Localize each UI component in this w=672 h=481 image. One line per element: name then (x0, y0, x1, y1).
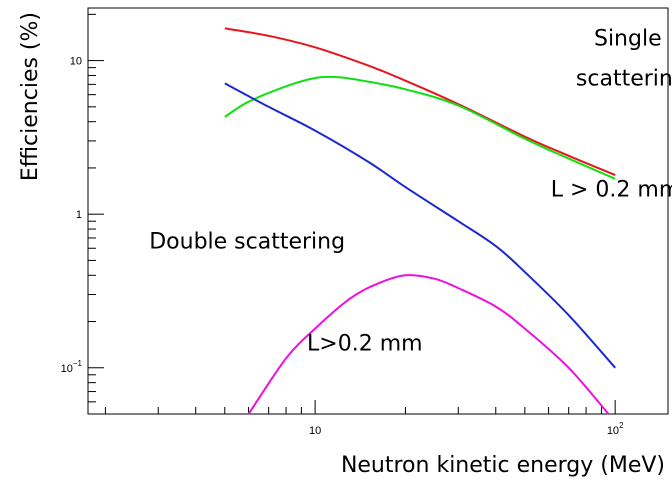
y-tick-label: 10−1 (61, 359, 83, 375)
series-magenta-line (247, 274, 610, 415)
annotation-single-2: scattering (576, 66, 672, 91)
series-group (224, 27, 616, 415)
annotation-l-double: L>0.2 mm (307, 331, 423, 356)
x-tick-label: 102 (607, 421, 624, 437)
axis-ticks (88, 13, 616, 415)
annotation-l-single: L > 0.2 mm (551, 178, 672, 203)
y-axis-title: Efficiencies (%) (18, 12, 43, 181)
annotation-double: Double scattering (149, 229, 345, 254)
tick-labels: 10 102 10−1 1 10 (61, 56, 624, 437)
y-tick-label: 1 (76, 209, 82, 221)
annotations: Single scattering L > 0.2 mm Double scatter… (149, 27, 672, 357)
series-green-line (224, 75, 616, 180)
x-tick-label: 10 (309, 425, 321, 437)
annotation-single-1: Single (594, 27, 662, 52)
plot-frame (87, 7, 669, 415)
series-red-line (224, 27, 616, 176)
y-tick-label: 10 (70, 56, 82, 68)
series-blue-line (224, 82, 616, 369)
x-axis-title: Neutron kinetic energy (MeV) (341, 453, 665, 478)
